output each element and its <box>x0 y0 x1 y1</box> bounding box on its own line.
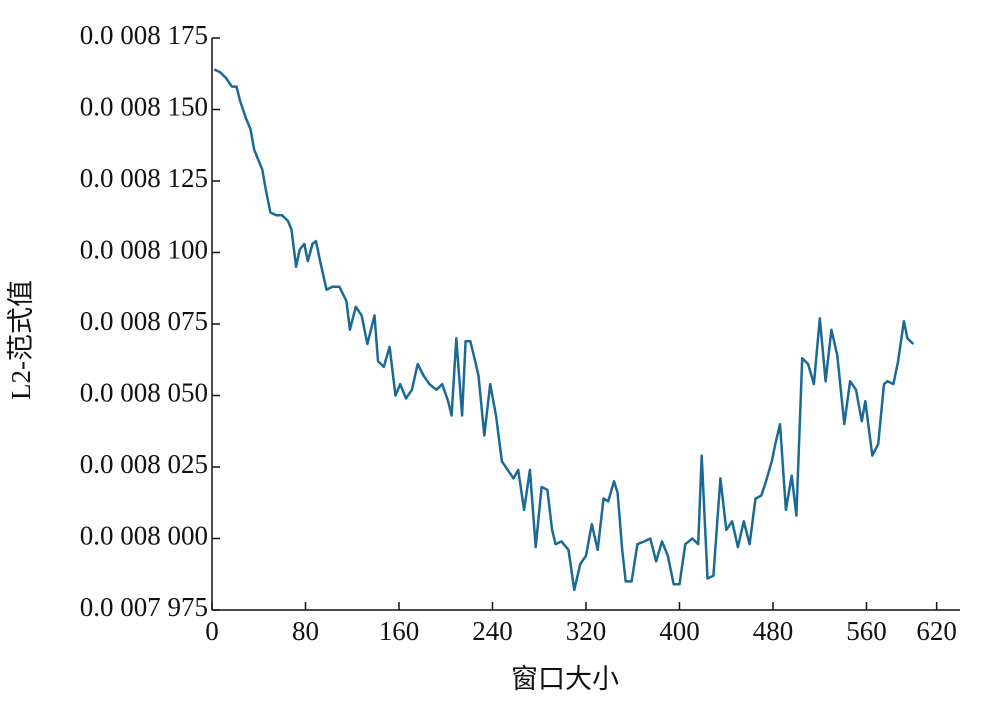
x-tick-label: 400 <box>659 616 700 646</box>
y-tick-label: 0.0 007 975 <box>80 592 208 622</box>
y-tick-label: 0.0 008 175 <box>80 20 208 50</box>
y-tick-label: 0.0 008 050 <box>80 378 208 408</box>
y-tick-label: 0.0 008 025 <box>80 449 208 479</box>
y-tick-label: 0.0 008 125 <box>80 163 208 193</box>
x-tick-label: 320 <box>566 616 607 646</box>
x-tick-label: 620 <box>916 616 957 646</box>
x-tick-label: 240 <box>472 616 513 646</box>
x-tick-label: 0 <box>205 616 219 646</box>
data-line <box>213 68 915 592</box>
y-tick-label: 0.0 008 075 <box>80 306 208 336</box>
x-tick-label: 480 <box>753 616 794 646</box>
y-tick-label: 0.0 008 000 <box>80 521 208 551</box>
x-axis-label: 窗口大小 <box>511 664 619 694</box>
y-tick-label: 0.0 008 100 <box>80 235 208 265</box>
x-tick-label: 80 <box>292 616 319 646</box>
x-tick-label: 560 <box>846 616 887 646</box>
x-tick-label: 160 <box>379 616 420 646</box>
y-tick-label: 0.0 008 150 <box>80 92 208 122</box>
y-axis-label: L2-范式值 <box>6 280 36 400</box>
